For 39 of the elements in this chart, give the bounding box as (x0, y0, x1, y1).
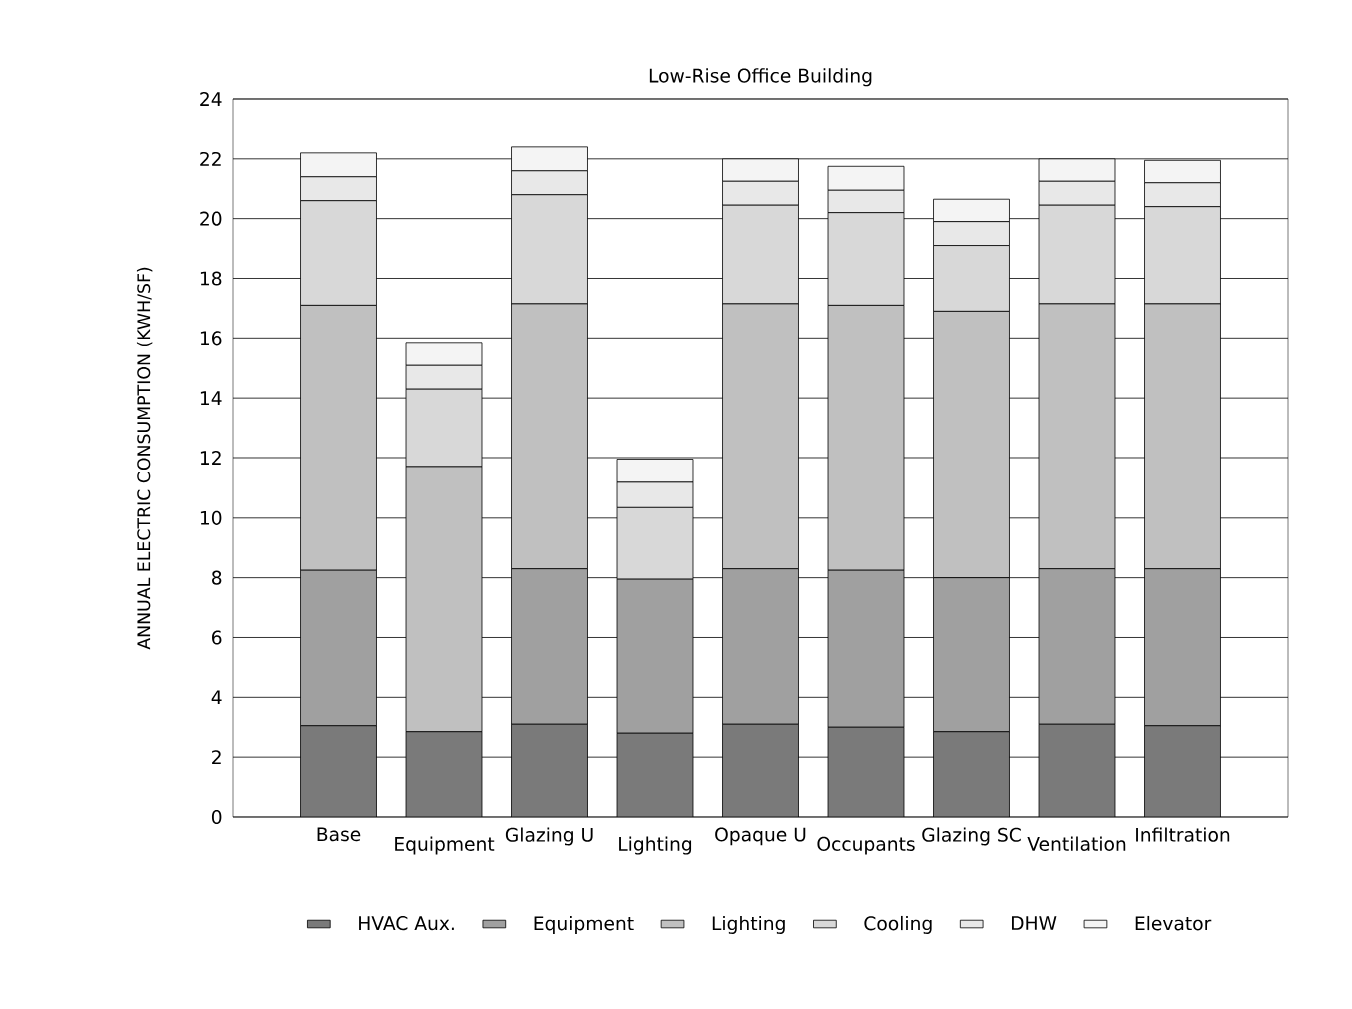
bar (511, 723, 588, 817)
bar (722, 723, 799, 817)
x-tick-label: Occupants (817, 836, 915, 855)
legend-label: Equipment (534, 915, 634, 934)
y-tick-label: 8 (212, 570, 222, 585)
x-tick-label: Glazing SC (922, 827, 1021, 846)
bar (1038, 723, 1116, 817)
y-tick-label: 0 (211, 809, 222, 825)
y-tick-label: 6 (212, 630, 222, 645)
x-tick-label: Lighting (619, 836, 692, 855)
legend-label: Lighting (712, 915, 785, 934)
y-tick-label: 14 (200, 391, 222, 405)
x-tick-label: Opaque U (715, 827, 806, 846)
y-tick-label: 12 (200, 451, 221, 465)
bar (616, 732, 694, 817)
chart-title: Low-Rise Office Building (649, 68, 872, 87)
y-axis-title: ANNUAL ELECTRIC CONSUMPTION (KWH/SF) (136, 267, 153, 650)
bar (933, 731, 1010, 817)
x-tick-label: Glazing U (505, 827, 593, 846)
y-tick-label: 2 (212, 750, 221, 765)
x-tick-label: Equipment (395, 836, 495, 855)
y-tick-label: 20 (200, 211, 222, 226)
x-tick-label: Ventilation (1027, 836, 1126, 851)
y-tick-label: 16 (200, 331, 222, 346)
bar (405, 731, 483, 817)
legend-label: HVAC Aux. (359, 916, 454, 931)
legend-label: Elevator (1135, 915, 1212, 931)
legend-label: DHW (1012, 916, 1057, 930)
y-tick-label: 18 (200, 271, 222, 286)
bar (1144, 725, 1221, 817)
legend-label: Cooling (864, 915, 932, 934)
y-tick-label: 10 (200, 510, 222, 525)
y-tick-label: 24 (200, 92, 222, 106)
y-tick-label: 22 (200, 151, 221, 166)
bar (827, 726, 905, 817)
x-tick-label: Base (317, 827, 361, 842)
bar (300, 725, 377, 817)
y-tick-label: 4 (211, 690, 222, 705)
x-tick-label: Infiltration (1136, 827, 1230, 842)
